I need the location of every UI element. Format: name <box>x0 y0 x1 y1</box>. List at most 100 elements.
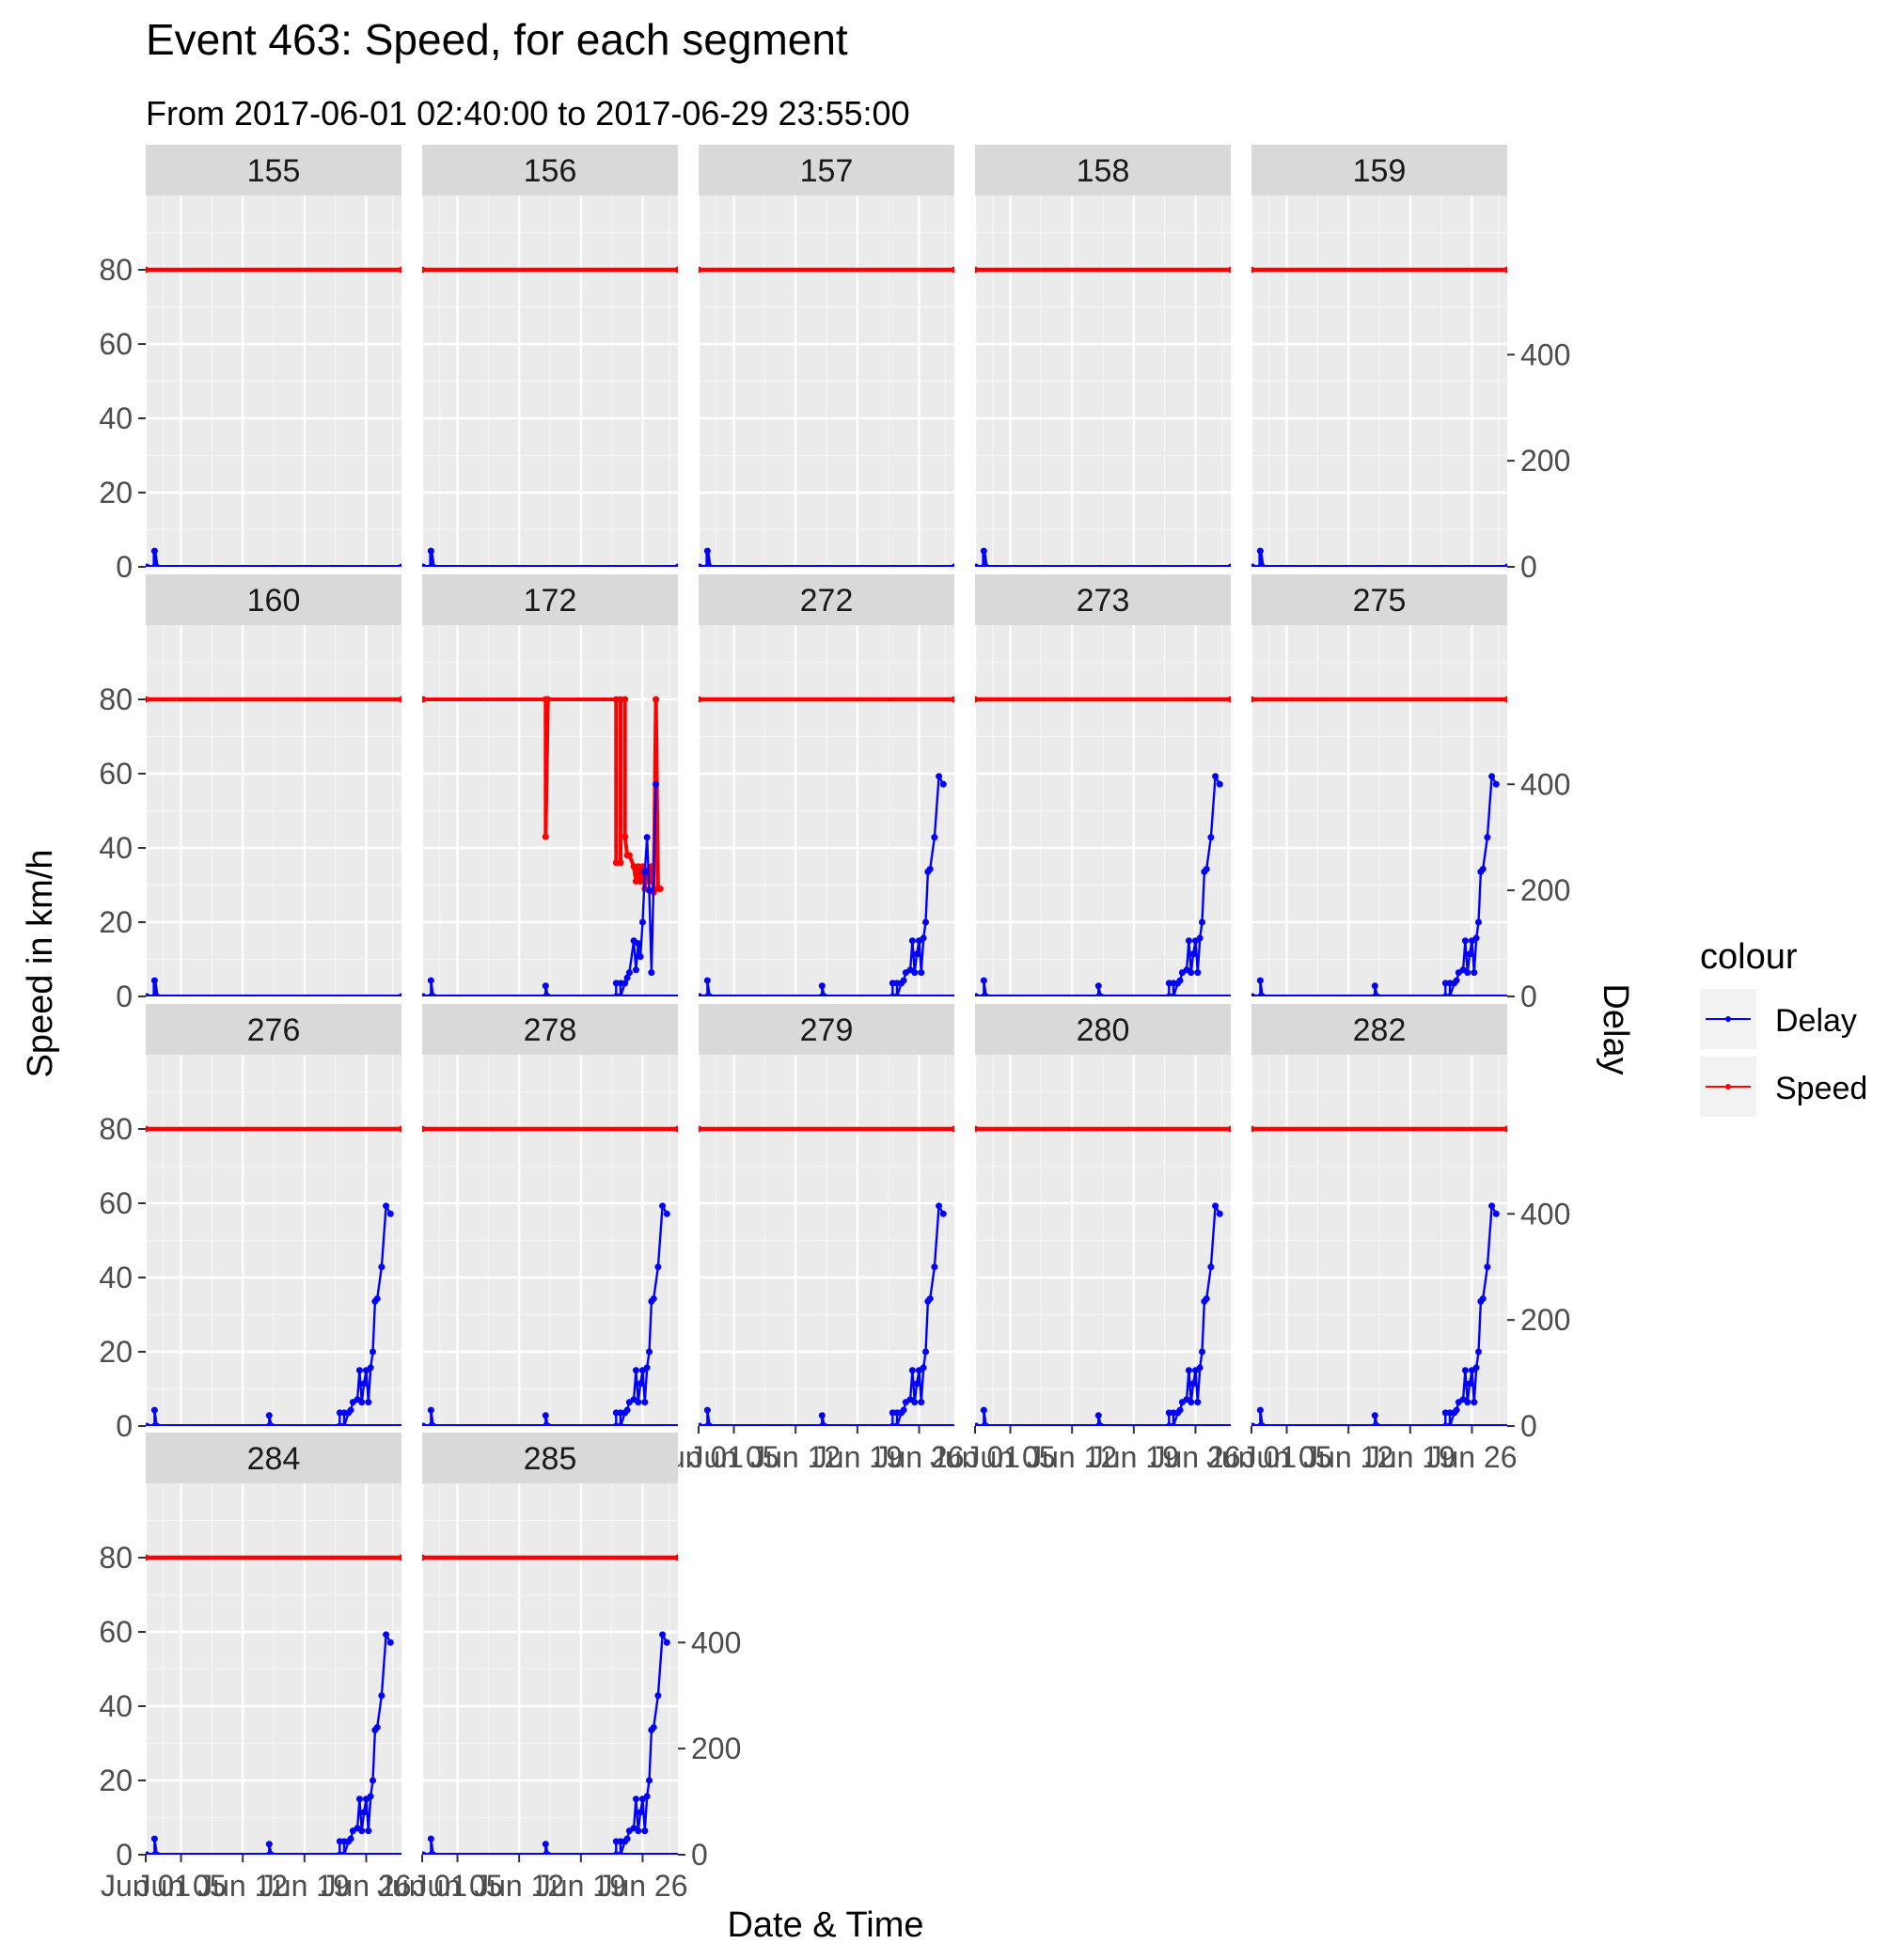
data-point <box>922 1348 930 1356</box>
data-point <box>1471 1399 1478 1406</box>
data-point <box>1484 834 1491 841</box>
x-tick-label: Jun 05 <box>688 1440 779 1474</box>
facet-strip <box>975 574 1231 625</box>
data-point <box>146 1125 149 1133</box>
data-point <box>1176 977 1184 984</box>
data-point <box>1472 934 1480 942</box>
legend-point-delay <box>1725 1016 1731 1022</box>
data-point <box>1461 937 1469 945</box>
y2-tick-label: 0 <box>691 1838 708 1872</box>
data-point <box>1466 950 1473 958</box>
data-point <box>980 547 987 555</box>
panel-series <box>975 696 1231 996</box>
data-point <box>398 1554 401 1561</box>
facet-label: 273 <box>1077 583 1130 619</box>
data-point <box>1371 982 1378 990</box>
data-point <box>635 1827 642 1835</box>
facet-strip <box>422 145 678 196</box>
data-point <box>367 1364 374 1372</box>
facet-panel-157: 157 <box>697 145 954 569</box>
facet-panel-272: 272 <box>697 574 954 998</box>
legend-label-delay: Delay <box>1775 1003 1857 1039</box>
y2-tick-label: 400 <box>1520 1197 1570 1231</box>
data-point <box>617 859 624 867</box>
y-tick-label: 40 <box>99 1261 133 1294</box>
data-point <box>637 1380 644 1387</box>
data-point <box>1251 266 1255 274</box>
y2-tick-label: 0 <box>1520 980 1537 1013</box>
data-point <box>635 940 642 948</box>
data-point <box>427 1406 434 1414</box>
data-point <box>1256 1406 1264 1414</box>
data-point <box>422 696 427 703</box>
data-point <box>1185 937 1192 945</box>
y2-tick-label: 200 <box>1520 873 1570 907</box>
data-point <box>980 977 987 984</box>
data-point <box>939 780 947 788</box>
data-point <box>1461 1367 1469 1374</box>
y-tick-label: 60 <box>99 757 133 791</box>
data-point <box>383 1202 390 1210</box>
panel-series <box>699 696 954 996</box>
x-tick-label: Jun 26 <box>597 1869 687 1903</box>
data-point <box>975 266 979 274</box>
facet-strip <box>699 145 954 196</box>
data-point <box>918 1399 925 1406</box>
data-point <box>975 1125 979 1133</box>
data-point <box>643 1364 651 1372</box>
data-point <box>918 969 925 977</box>
data-point <box>936 1202 943 1210</box>
data-point <box>365 1827 372 1835</box>
panel-series <box>422 696 678 996</box>
data-point <box>542 1841 549 1848</box>
panel-series <box>975 266 1231 567</box>
data-point <box>674 266 678 274</box>
data-point <box>370 1777 377 1784</box>
y-tick-label: 40 <box>99 1689 133 1723</box>
data-point <box>1492 1210 1500 1217</box>
data-point <box>1188 969 1195 977</box>
data-point <box>637 953 644 961</box>
data-point <box>622 980 629 987</box>
y-axis-title: Speed in km/h <box>21 850 60 1078</box>
data-point <box>663 1210 670 1217</box>
facet-label: 284 <box>247 1441 301 1477</box>
legend: colour Delay Speed <box>1700 937 1867 1117</box>
data-point <box>1472 1364 1480 1372</box>
y-tick-label: 60 <box>99 1615 133 1649</box>
y-tick-label: 40 <box>99 401 133 435</box>
data-point <box>360 1380 368 1387</box>
data-point <box>641 1827 649 1835</box>
data-point <box>1464 1399 1471 1406</box>
facet-strip <box>422 574 678 625</box>
data-point <box>542 982 549 990</box>
data-point <box>1216 1210 1223 1217</box>
data-point <box>908 937 916 945</box>
facet-label: 282 <box>1353 1012 1407 1048</box>
y-tick-label: 20 <box>99 1764 133 1797</box>
data-point <box>265 1841 273 1848</box>
y-tick-label: 0 <box>116 550 133 584</box>
data-point <box>1503 696 1507 703</box>
data-point <box>926 1295 934 1303</box>
facet-panel-275: 275 0 200 400 <box>1250 574 1570 1013</box>
data-point <box>1212 1202 1220 1210</box>
data-point <box>638 918 646 926</box>
y-tick-label: 40 <box>99 831 133 865</box>
data-point <box>625 969 633 977</box>
facet-label: 276 <box>247 1012 301 1048</box>
data-point <box>1453 1406 1460 1414</box>
y2-tick-label: 400 <box>1520 767 1570 801</box>
x-tick-label: Jun 01 <box>1206 1440 1297 1474</box>
x-tick-label: Jun 19 <box>260 1869 350 1903</box>
facet-strip <box>699 574 954 625</box>
data-point <box>931 834 938 841</box>
facet-strip <box>1251 574 1507 625</box>
data-point <box>427 1835 434 1842</box>
y-tick-label: 60 <box>99 327 133 361</box>
y2-axis-title: Delay <box>1596 983 1635 1074</box>
data-point <box>358 1399 366 1406</box>
data-point <box>1176 1406 1184 1414</box>
